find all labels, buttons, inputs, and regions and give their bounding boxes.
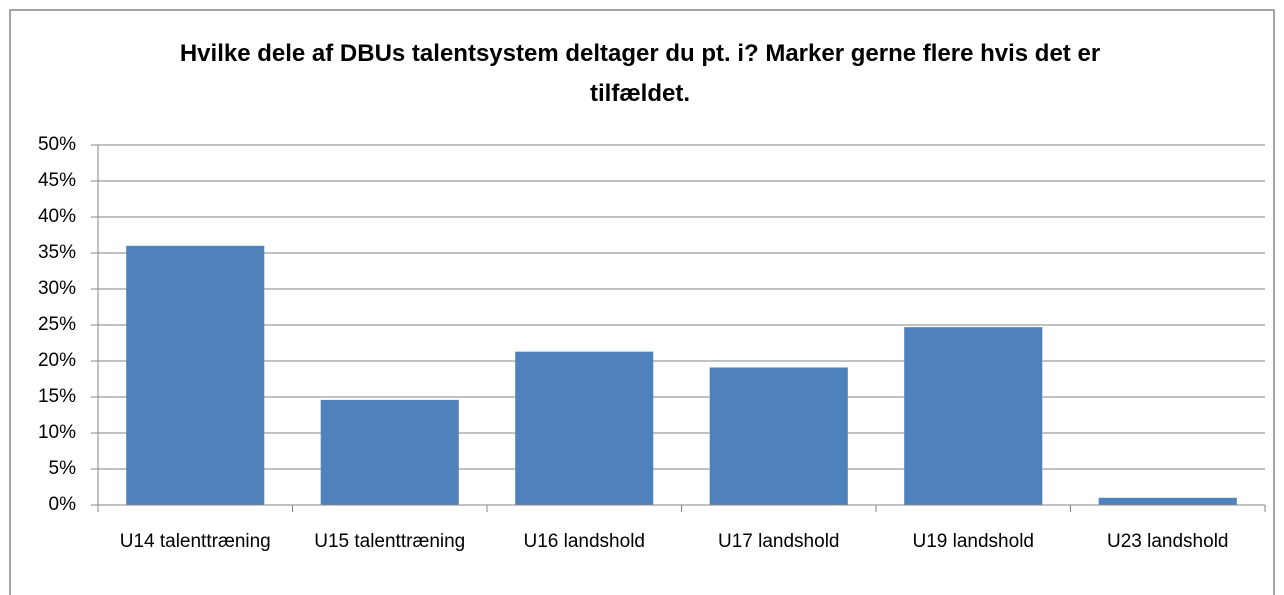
bar	[709, 367, 848, 505]
y-tick-label: 35%	[38, 242, 76, 263]
x-tick-label: U14 talenttræning	[119, 531, 271, 552]
bar	[904, 327, 1043, 505]
bar	[1098, 497, 1237, 505]
y-tick-label: 15%	[38, 386, 76, 407]
chart-frame	[9, 9, 1275, 595]
y-tick-label: 0%	[49, 494, 77, 515]
y-tick-label: 45%	[38, 170, 76, 191]
x-tick-label: U19 landshold	[912, 531, 1034, 552]
bar	[320, 399, 459, 505]
chart-title: Hvilke dele af DBUs talentsystem deltage…	[179, 40, 1101, 107]
y-tick-label: 30%	[38, 278, 76, 299]
y-tick-label: 20%	[38, 350, 76, 371]
y-tick-label: 25%	[38, 314, 76, 335]
x-tick-label: U23 landshold	[1107, 531, 1229, 552]
y-tick-label: 40%	[38, 206, 76, 227]
y-tick-label: 10%	[38, 422, 76, 443]
bar	[515, 351, 654, 505]
x-tick-label: U15 talenttræning	[314, 531, 466, 552]
x-tick-label: U16 landshold	[523, 531, 645, 552]
y-tick-label: 50%	[38, 134, 76, 155]
bar	[126, 245, 265, 506]
x-tick-label: U17 landshold	[718, 531, 840, 552]
y-tick-label: 5%	[49, 458, 77, 479]
